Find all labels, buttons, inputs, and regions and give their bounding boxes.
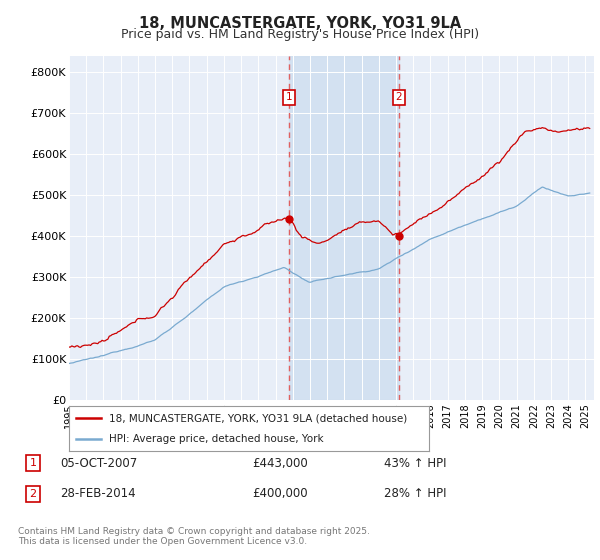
- Text: 28% ↑ HPI: 28% ↑ HPI: [384, 487, 446, 501]
- Text: HPI: Average price, detached house, York: HPI: Average price, detached house, York: [109, 433, 323, 444]
- Text: 28-FEB-2014: 28-FEB-2014: [60, 487, 136, 501]
- Text: 1: 1: [286, 92, 292, 102]
- Text: £400,000: £400,000: [252, 487, 308, 501]
- Text: 18, MUNCASTERGATE, YORK, YO31 9LA (detached house): 18, MUNCASTERGATE, YORK, YO31 9LA (detac…: [109, 413, 407, 423]
- Text: Price paid vs. HM Land Registry's House Price Index (HPI): Price paid vs. HM Land Registry's House …: [121, 28, 479, 41]
- Text: 18, MUNCASTERGATE, YORK, YO31 9LA: 18, MUNCASTERGATE, YORK, YO31 9LA: [139, 16, 461, 31]
- Text: 2: 2: [395, 92, 402, 102]
- Text: £443,000: £443,000: [252, 456, 308, 470]
- Text: 05-OCT-2007: 05-OCT-2007: [60, 456, 137, 470]
- Text: 1: 1: [29, 458, 37, 468]
- Text: 43% ↑ HPI: 43% ↑ HPI: [384, 456, 446, 470]
- Bar: [289, 56, 399, 400]
- Text: 2: 2: [29, 489, 37, 499]
- Text: Contains HM Land Registry data © Crown copyright and database right 2025.
This d: Contains HM Land Registry data © Crown c…: [18, 526, 370, 546]
